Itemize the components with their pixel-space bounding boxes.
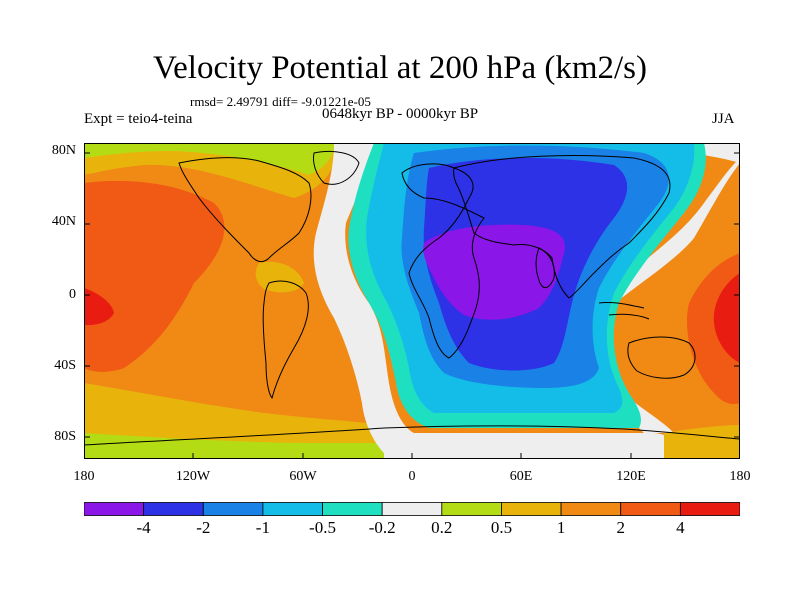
- field-contour-05-south: [84, 433, 384, 459]
- colorbar-box: [262, 502, 323, 516]
- lat-label-40n: 40N: [51, 214, 76, 229]
- field-contour-2: [84, 180, 225, 372]
- lon-label-120w: 120W: [175, 469, 211, 484]
- lon-label-180e: 180: [729, 469, 751, 484]
- colorbar-label: 2: [616, 518, 625, 537]
- colorbar-box: [560, 502, 622, 516]
- lon-label-0: 0: [408, 469, 416, 484]
- field-neutral-band-west: [313, 143, 671, 454]
- field-contour-05-north: [84, 143, 334, 175]
- colorbar-label: 0.5: [490, 518, 513, 537]
- experiment-label: Expt = teio4-teina: [84, 111, 193, 127]
- colorbar-label: -2: [196, 518, 211, 537]
- colorbar: [84, 502, 740, 516]
- lon-label-120e: 120E: [616, 469, 646, 484]
- plot-title: Velocity Potential at 200 hPa (km2/s): [152, 50, 648, 86]
- colorbar-label: 0.2: [431, 518, 453, 537]
- period-label: 0648kyr BP - 0000kyr BP: [322, 106, 479, 122]
- colorbar-label: -0.2: [368, 518, 396, 537]
- colorbar-box: [441, 502, 502, 516]
- colorbar-box: [322, 502, 383, 516]
- axis-ticks: [84, 152, 740, 459]
- colorbar-label: -1: [255, 518, 270, 537]
- field-contour-4-east: [713, 273, 740, 363]
- field-contour-4: [84, 288, 114, 326]
- field-contour-neg-4: [423, 224, 565, 320]
- colorbar-box: [381, 502, 443, 516]
- lat-label-80s: 80S: [54, 429, 76, 444]
- colorbar-label: -0.5: [309, 518, 336, 537]
- field-neutral-antarctic: [384, 443, 664, 459]
- colorbar-box: [84, 502, 145, 516]
- colorbar-box: [679, 502, 740, 516]
- colorbar-label: 4: [676, 518, 685, 537]
- stats-text: rmsd= 2.49791 diff= -9.01221e-05: [190, 94, 371, 109]
- lon-label-60e: 60E: [509, 469, 533, 484]
- colorbar-box: [620, 502, 681, 516]
- colorbar-label: 1: [556, 518, 566, 537]
- colorbar-box: [501, 502, 562, 516]
- season-label: JJA: [712, 111, 735, 127]
- lat-label-40s: 40S: [54, 358, 76, 373]
- colorbar-box: [143, 502, 204, 516]
- lon-label-60w: 60W: [289, 469, 317, 484]
- lon-label-180w: 180: [73, 469, 95, 484]
- velocity-potential-map: [84, 143, 740, 459]
- lat-label-0: 0: [69, 287, 76, 302]
- coastlines: [84, 150, 740, 446]
- colorbar-box: [202, 502, 264, 516]
- colorbar-label: -4: [136, 518, 151, 537]
- lat-label-80n: 80N: [51, 143, 76, 158]
